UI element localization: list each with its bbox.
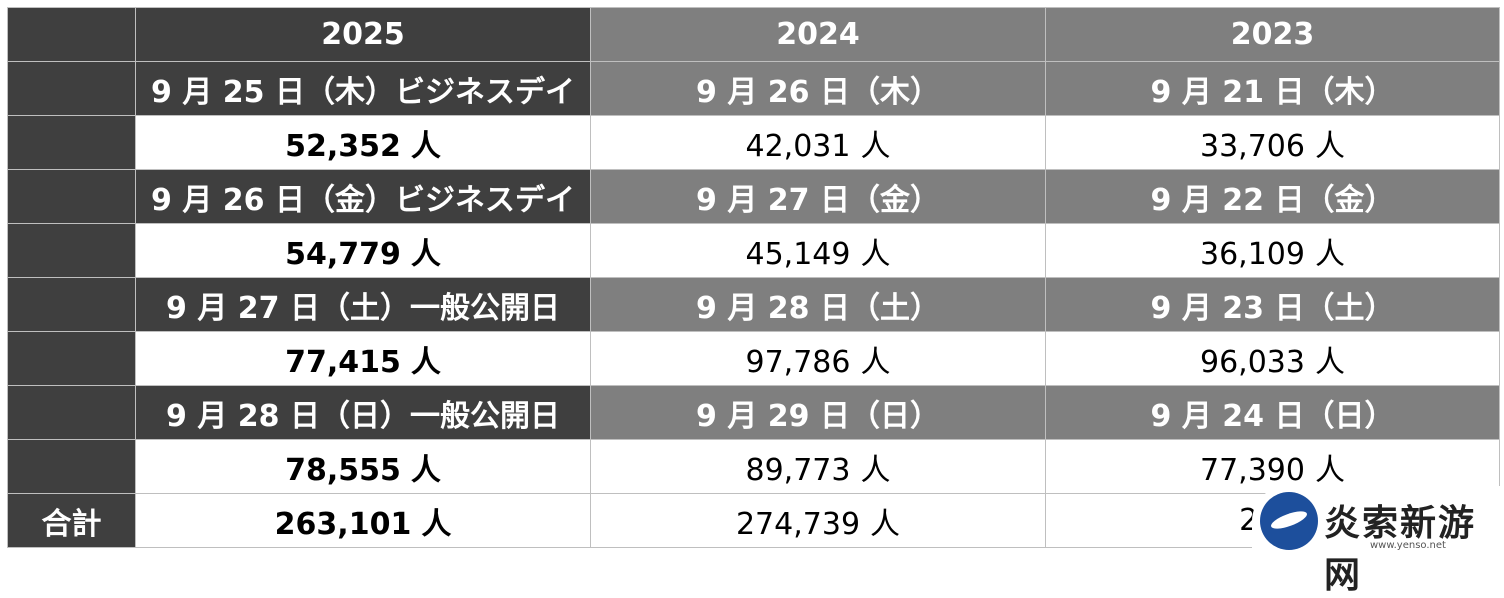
side-cell <box>7 169 136 224</box>
total-value: 274,739 <box>735 506 861 542</box>
date-cell-2024: 9 月 28 日（土） <box>590 277 1046 332</box>
day2-date-row: 9 月 26 日（金）ビジネスデイ 9 月 27 日（金） 9 月 22 日（金… <box>7 169 1500 224</box>
date-cell-2023: 9 月 24 日（日） <box>1045 385 1500 440</box>
side-cell <box>7 439 136 494</box>
total-value: 263,101 <box>274 506 412 542</box>
unit-label: 人 <box>860 236 891 272</box>
corner-cell <box>7 7 136 62</box>
unit-label: 人 <box>410 344 441 380</box>
total-2024: 274,739 人 <box>590 493 1046 548</box>
day4-value-row: 78,555 人 89,773 人 77,390 人 <box>7 439 1500 494</box>
day2-value-row: 54,779 人 45,149 人 36,109 人 <box>7 223 1500 278</box>
day3-value-row: 77,415 人 97,786 人 96,033 人 <box>7 331 1500 386</box>
attendance-value: 45,149 <box>745 236 851 272</box>
attendance-value: 77,390 <box>1200 452 1305 488</box>
day1-date-row: 9 月 25 日（木）ビジネスデイ 9 月 26 日（木） 9 月 21 日（木… <box>7 61 1500 116</box>
date-cell-2023: 9 月 21 日（木） <box>1045 61 1500 116</box>
attendance-value: 54,779 <box>285 236 401 272</box>
year-2023-header: 2023 <box>1045 7 1500 62</box>
side-cell <box>7 277 136 332</box>
unit-label: 人 <box>410 452 441 488</box>
unit-label: 人 <box>421 506 452 542</box>
date-cell-2024: 9 月 26 日（木） <box>590 61 1046 116</box>
unit-label: 人 <box>870 506 901 542</box>
date-cell-2023: 9 月 22 日（金） <box>1045 169 1500 224</box>
year-2024-header: 2024 <box>590 7 1046 62</box>
attendance-2023: 36,109 人 <box>1045 223 1500 278</box>
unit-label: 人 <box>1314 344 1345 380</box>
attendance-value: 78,555 <box>285 452 401 488</box>
day3-date-row: 9 月 27 日（土）一般公開日 9 月 28 日（土） 9 月 23 日（土） <box>7 277 1500 332</box>
attendance-value: 97,786 <box>745 344 851 380</box>
side-cell <box>7 223 136 278</box>
date-cell-2025: 9 月 26 日（金）ビジネスデイ <box>135 169 591 224</box>
attendance-value: 36,109 <box>1200 236 1305 272</box>
attendance-2023: 33,706 人 <box>1045 115 1500 170</box>
date-cell-2025: 9 月 28 日（日）一般公開日 <box>135 385 591 440</box>
attendance-2025: 78,555 人 <box>135 439 591 494</box>
day1-value-row: 52,352 人 42,031 人 33,706 人 <box>7 115 1500 170</box>
unit-label: 人 <box>410 128 441 164</box>
unit-label: 人 <box>410 236 441 272</box>
attendance-value: 52,352 <box>285 128 401 164</box>
watermark-url: www.yenso.net <box>1370 540 1446 551</box>
attendance-2024: 42,031 人 <box>590 115 1046 170</box>
attendance-2024: 89,773 人 <box>590 439 1046 494</box>
attendance-2025: 77,415 人 <box>135 331 591 386</box>
attendance-table: 2025 2024 2023 9 月 25 日（木）ビジネスデイ 9 月 26 … <box>7 7 1500 548</box>
attendance-value: 42,031 <box>745 128 851 164</box>
attendance-2024: 45,149 人 <box>590 223 1046 278</box>
attendance-2025: 52,352 人 <box>135 115 591 170</box>
total-2025: 263,101 人 <box>135 493 591 548</box>
unit-label: 人 <box>860 344 891 380</box>
unit-label: 人 <box>860 128 891 164</box>
unit-label: 人 <box>1314 452 1345 488</box>
yenso-logo-icon <box>1260 492 1318 550</box>
watermark: 炎索新游网 www.yenso.net <box>1252 486 1504 596</box>
side-cell <box>7 331 136 386</box>
date-cell-2023: 9 月 23 日（土） <box>1045 277 1500 332</box>
date-cell-2024: 9 月 27 日（金） <box>590 169 1046 224</box>
day4-date-row: 9 月 28 日（日）一般公開日 9 月 29 日（日） 9 月 24 日（日） <box>7 385 1500 440</box>
year-2025-header: 2025 <box>135 7 591 62</box>
year-header-row: 2025 2024 2023 <box>7 7 1500 62</box>
date-cell-2024: 9 月 29 日（日） <box>590 385 1046 440</box>
side-cell <box>7 61 136 116</box>
unit-label: 人 <box>1314 236 1345 272</box>
total-label: 合計 <box>7 493 136 548</box>
unit-label: 人 <box>1314 128 1345 164</box>
attendance-2023: 77,390 人 <box>1045 439 1500 494</box>
side-cell <box>7 385 136 440</box>
attendance-value: 33,706 <box>1200 128 1305 164</box>
attendance-value: 89,773 <box>745 452 851 488</box>
unit-label: 人 <box>860 452 891 488</box>
attendance-value: 77,415 <box>285 344 401 380</box>
date-cell-2025: 9 月 27 日（土）一般公開日 <box>135 277 591 332</box>
side-cell <box>7 115 136 170</box>
attendance-2025: 54,779 人 <box>135 223 591 278</box>
attendance-2024: 97,786 人 <box>590 331 1046 386</box>
attendance-2023: 96,033 人 <box>1045 331 1500 386</box>
attendance-value: 96,033 <box>1200 344 1305 380</box>
date-cell-2025: 9 月 25 日（木）ビジネスデイ <box>135 61 591 116</box>
